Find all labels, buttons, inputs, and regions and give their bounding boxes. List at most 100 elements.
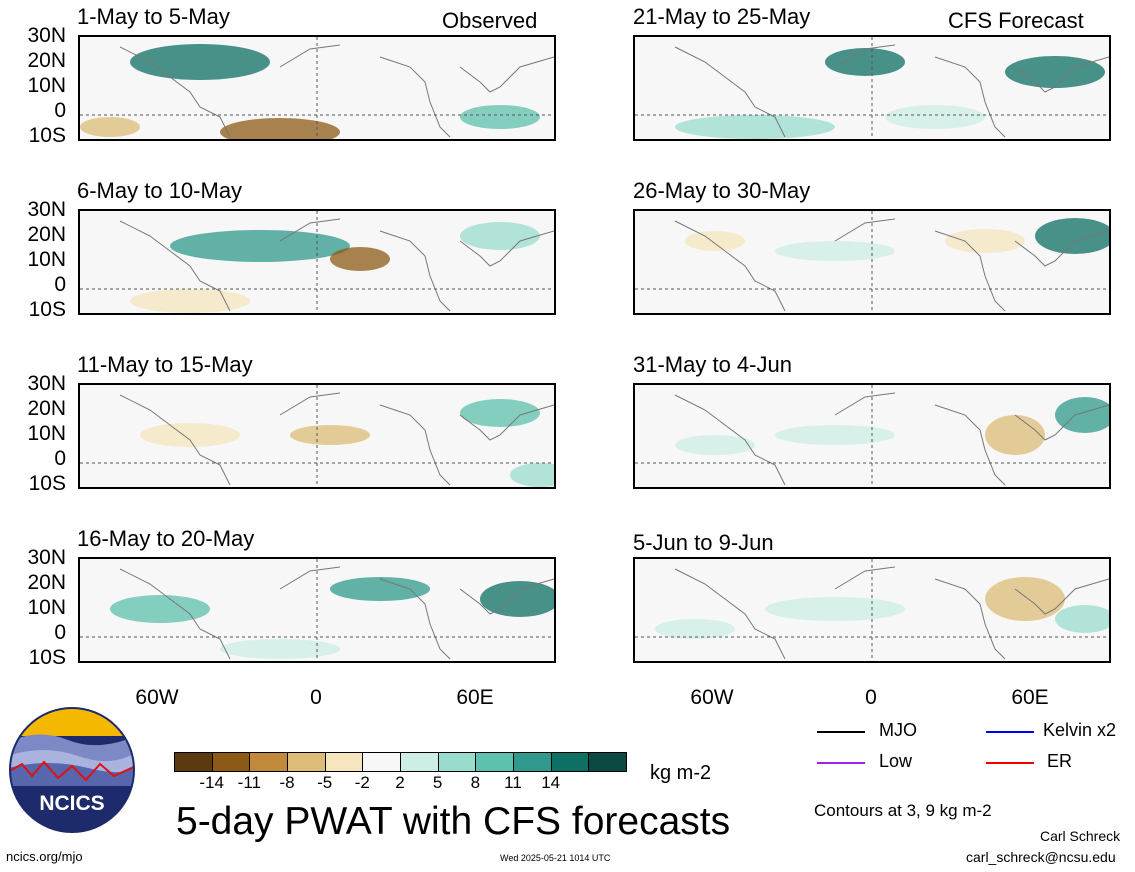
lat-label: 10S bbox=[28, 298, 66, 321]
pwat-anomaly-shading bbox=[110, 595, 210, 623]
colorbar-swatch bbox=[550, 752, 590, 772]
lat-label: 0 bbox=[54, 273, 66, 296]
coastline bbox=[674, 44, 1109, 138]
lat-label: 10S bbox=[28, 472, 66, 495]
pwat-anomaly-shading bbox=[460, 399, 540, 427]
lon-label-0-right: 0 bbox=[865, 686, 877, 709]
map-canvas bbox=[635, 211, 1109, 313]
map-panel-3 bbox=[78, 383, 556, 489]
pwat-anomaly-shading bbox=[130, 44, 270, 80]
lon-label-60w-left: 60W bbox=[135, 686, 179, 709]
colorbar-swatch bbox=[362, 752, 401, 772]
coastline bbox=[119, 44, 554, 138]
colorbar-label: -11 bbox=[237, 773, 261, 792]
pwat-anomaly-shading bbox=[80, 117, 140, 137]
lat-axis-row-4: 30N 20N 10N 0 10S bbox=[6, 547, 66, 669]
map-panel-6 bbox=[633, 209, 1111, 315]
coastline bbox=[674, 218, 1109, 312]
panel-title-5: 21-May to 25-May bbox=[633, 4, 811, 29]
panel-title-7: 31-May to 4-Jun bbox=[633, 352, 792, 377]
pwat-anomaly-shading bbox=[775, 241, 895, 261]
map-canvas bbox=[635, 559, 1109, 661]
lon-label-60e-left: 60E bbox=[456, 686, 494, 709]
lat-label: 30N bbox=[27, 198, 66, 221]
colorbar-swatch bbox=[211, 752, 251, 772]
colorbar-swatch bbox=[588, 752, 627, 772]
legend-mjo-label: MJO bbox=[879, 720, 917, 740]
pwat-anomaly-shading bbox=[510, 463, 554, 487]
colorbar-label: 5 bbox=[432, 773, 443, 792]
pwat-anomaly-shading bbox=[825, 48, 905, 76]
pwat-anomaly-shading bbox=[170, 230, 350, 262]
legend-kelvin-line bbox=[986, 731, 1034, 733]
panel-title-3: 11-May to 15-May bbox=[77, 352, 253, 377]
pwat-anomaly-shading bbox=[1055, 605, 1109, 633]
colorbar-label: 14 bbox=[541, 773, 561, 792]
lat-label: 10N bbox=[27, 74, 66, 97]
ncics-logo: NCICS bbox=[8, 706, 136, 834]
lat-label: 30N bbox=[27, 546, 66, 569]
coastline bbox=[674, 392, 1109, 486]
colorbar-swatch bbox=[475, 752, 514, 772]
map-panel-1 bbox=[78, 35, 556, 141]
footer-url: ncics.org/mjo bbox=[6, 849, 83, 864]
lat-axis-row-1: 30N 20N 10N 0 10S bbox=[6, 25, 66, 147]
legend-low-line bbox=[817, 762, 865, 764]
coastline bbox=[119, 566, 554, 660]
panel-tag-observed: Observed bbox=[442, 8, 538, 33]
colorbar-swatch bbox=[249, 752, 288, 772]
colorbar-label: 8 bbox=[470, 773, 481, 792]
footer-timestamp: Wed 2025-05-21 1014 UTC bbox=[500, 853, 611, 863]
lon-label-60e-right: 60E bbox=[1011, 686, 1049, 709]
lat-label: 20N bbox=[27, 223, 66, 246]
pwat-anomaly-shading bbox=[675, 435, 755, 455]
panel-tag-forecast: CFS Forecast bbox=[948, 8, 1084, 33]
lat-label: 0 bbox=[54, 621, 66, 644]
coastline bbox=[119, 392, 554, 486]
map-panel-2 bbox=[78, 209, 556, 315]
map-panel-7 bbox=[633, 383, 1111, 489]
colorbar-label: -8 bbox=[279, 773, 295, 792]
lat-label: 20N bbox=[27, 571, 66, 594]
pwat-anomaly-shading bbox=[1035, 218, 1109, 254]
main-title: 5-day PWAT with CFS forecasts bbox=[176, 800, 731, 843]
colorbar-swatch bbox=[400, 752, 439, 772]
lat-label: 10S bbox=[28, 124, 66, 147]
lat-label: 10S bbox=[28, 646, 66, 669]
panel-title-6: 26-May to 30-May bbox=[633, 178, 811, 203]
pwat-anomaly-shading bbox=[330, 247, 390, 271]
pwat-anomaly-shading bbox=[685, 231, 745, 251]
map-panel-5 bbox=[633, 35, 1111, 141]
pwat-anomaly-shading bbox=[140, 423, 240, 447]
pwat-anomaly-shading bbox=[220, 118, 340, 139]
pwat-anomaly-shading bbox=[945, 229, 1025, 253]
map-canvas bbox=[80, 211, 554, 313]
lat-label: 30N bbox=[27, 372, 66, 395]
pwat-anomaly-shading bbox=[985, 577, 1065, 621]
colorbar-label: -2 bbox=[354, 773, 370, 792]
logo-text: NCICS bbox=[39, 792, 104, 815]
legend-er-line bbox=[986, 762, 1034, 764]
legend-mjo-line bbox=[817, 731, 865, 733]
pwat-anomaly-shading bbox=[1005, 56, 1105, 88]
colorbar-swatch bbox=[324, 752, 364, 772]
pwat-anomaly-shading bbox=[985, 415, 1045, 455]
map-panel-8 bbox=[633, 557, 1111, 663]
legend-low-label: Low bbox=[879, 751, 913, 771]
contours-note: Contours at 3, 9 kg m-2 bbox=[814, 801, 992, 820]
legend-kelvin-label: Kelvin x2 bbox=[1043, 720, 1117, 740]
colorbar-label: 11 bbox=[504, 773, 522, 792]
panel-title-1: 1-May to 5-May bbox=[77, 4, 230, 29]
map-canvas bbox=[635, 385, 1109, 487]
lon-label-0-left: 0 bbox=[310, 686, 322, 709]
lat-label: 10N bbox=[27, 596, 66, 619]
pwat-anomaly-shading bbox=[765, 597, 905, 621]
colorbar-label: 2 bbox=[395, 773, 405, 792]
pwat-anomaly-shading bbox=[775, 425, 895, 445]
colorbar-label: -5 bbox=[317, 773, 333, 792]
map-panel-4 bbox=[78, 557, 556, 663]
map-canvas bbox=[80, 37, 554, 139]
map-canvas bbox=[80, 559, 554, 661]
pwat-anomaly-shading bbox=[460, 222, 540, 250]
legend-er-label: ER bbox=[1047, 751, 1073, 771]
